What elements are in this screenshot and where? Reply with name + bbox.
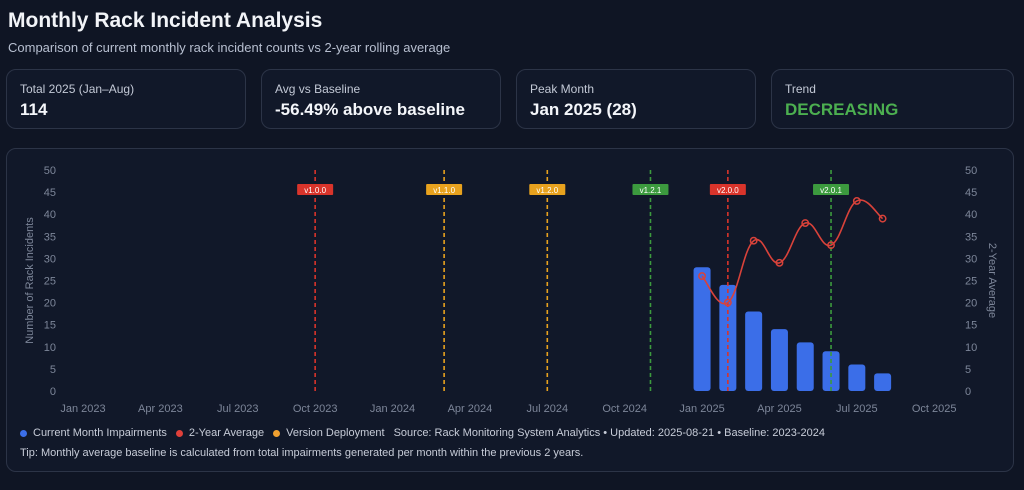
- deployment-label: v1.0.0: [304, 186, 326, 195]
- deployment-badge: [709, 184, 746, 195]
- legend-label: 2-Year Average: [188, 427, 265, 439]
- x-tick-label: Jan 2025: [679, 403, 724, 415]
- deployment-label: v2.0.1: [820, 186, 842, 195]
- x-tick-label: Apr 2025: [757, 403, 802, 415]
- x-tick-label: Jul 2023: [217, 403, 259, 415]
- source-text: Source: Rack Monitoring System Analytics…: [393, 427, 826, 439]
- x-tick-label: Jan 2023: [60, 403, 105, 415]
- deployment-label: v1.1.0: [433, 186, 455, 195]
- legend-item-current[interactable]: Current Month Impairments: [20, 427, 167, 439]
- y-tick-left: 35: [44, 231, 56, 243]
- y-tick-right: 35: [965, 231, 977, 243]
- bar-jul-2025: [848, 364, 866, 391]
- legend-dot-icon: [273, 429, 281, 437]
- y-tick-left: 50: [44, 165, 56, 177]
- kpi-card-peak-month: Peak Month Jan 2025 (28): [516, 69, 756, 129]
- y-tick-right: 40: [965, 209, 977, 221]
- kpi-card-avg-vs-baseline: Avg vs Baseline -56.49% above baseline: [261, 69, 501, 129]
- x-tick-label: Jul 2025: [836, 403, 878, 415]
- kpi-card-total: Total 2025 (Jan–Aug) 114: [6, 69, 246, 129]
- y-tick-left: 40: [44, 209, 56, 221]
- average-point: [852, 196, 861, 205]
- bar-jun-2025: [822, 351, 840, 391]
- bar-mar-2025: [745, 311, 763, 391]
- kpi-label: Trend: [785, 82, 816, 96]
- x-tick-label: Apr 2023: [138, 403, 183, 415]
- y-tick-left: 0: [50, 386, 56, 398]
- deployment-badge: [297, 184, 334, 195]
- kpi-value: 114: [20, 100, 48, 119]
- x-tick-label: Jan 2024: [370, 403, 415, 415]
- deployment-badge: [529, 184, 566, 195]
- x-tick-label: Oct 2025: [912, 403, 957, 415]
- y-tick-right: 20: [965, 298, 977, 310]
- deployment-label: v1.2.0: [536, 186, 558, 195]
- y-tick-right: 5: [965, 364, 971, 376]
- average-point: [749, 236, 758, 245]
- legend-label: Version Deployment: [286, 427, 385, 439]
- y-tick-right: 15: [965, 320, 977, 332]
- average-line: [701, 199, 884, 305]
- kpi-card-trend: Trend DECREASING: [771, 69, 1014, 129]
- chart-panel: [6, 148, 1014, 472]
- deployment-badge: [426, 184, 463, 195]
- y-tick-right: 50: [965, 165, 977, 177]
- average-point: [723, 298, 732, 307]
- y-tick-left: 20: [44, 298, 56, 310]
- page-title: Monthly Rack Incident Analysis: [8, 9, 323, 32]
- y-tick-right: 45: [965, 187, 977, 199]
- bar-jan-2025: [693, 267, 711, 391]
- y-tick-right: 25: [965, 276, 977, 288]
- bar-feb-2025: [719, 284, 737, 391]
- bar-aug-2025: [874, 373, 892, 391]
- x-tick-label: Apr 2024: [448, 403, 493, 415]
- y-axis-label-left: Number of Rack Incidents: [24, 217, 36, 344]
- average-point: [698, 272, 707, 281]
- tip-text: Tip: Monthly average baseline is calcula…: [20, 447, 584, 459]
- kpi-value: Jan 2025 (28): [530, 100, 637, 119]
- page-subtitle: Comparison of current monthly rack incid…: [8, 40, 451, 55]
- average-point: [878, 214, 887, 223]
- y-tick-right: 10: [965, 342, 977, 354]
- y-tick-right: 0: [965, 386, 971, 398]
- average-point: [775, 258, 784, 267]
- y-tick-left: 15: [44, 320, 56, 332]
- legend-label: Current Month Impairments: [33, 427, 167, 439]
- bar-apr-2025: [770, 329, 788, 391]
- deployment-badge: [632, 184, 669, 195]
- legend-item-deployment[interactable]: Version Deployment: [273, 427, 385, 439]
- bar-may-2025: [796, 342, 814, 391]
- y-tick-left: 30: [44, 253, 56, 265]
- kpi-label: Avg vs Baseline: [275, 82, 361, 96]
- x-tick-label: Oct 2023: [293, 403, 338, 415]
- deployment-label: v1.2.1: [640, 186, 662, 195]
- x-tick-label: Oct 2024: [602, 403, 647, 415]
- y-tick-right: 30: [965, 253, 977, 265]
- average-point: [827, 241, 835, 250]
- legend-dot-icon: [175, 429, 183, 437]
- y-tick-left: 5: [50, 364, 56, 376]
- x-tick-label: Jul 2024: [526, 403, 568, 415]
- deployment-badge: [813, 184, 850, 195]
- kpi-value: -56.49% above baseline: [275, 100, 465, 119]
- y-axis-label-right: 2-Year Average: [986, 243, 998, 318]
- y-tick-left: 10: [44, 342, 56, 354]
- legend-item-average[interactable]: 2-Year Average: [175, 427, 265, 439]
- chart-legend: Current Month Impairments 2-Year Average…: [20, 427, 825, 439]
- deployment-label: v2.0.0: [717, 186, 739, 195]
- legend-dot-icon: [20, 429, 27, 437]
- kpi-label: Peak Month: [530, 82, 595, 96]
- kpi-label: Total 2025 (Jan–Aug): [20, 82, 135, 96]
- kpi-value-trend: DECREASING: [785, 100, 899, 119]
- y-tick-left: 45: [44, 187, 56, 199]
- average-point: [801, 219, 810, 227]
- y-tick-left: 25: [44, 276, 56, 288]
